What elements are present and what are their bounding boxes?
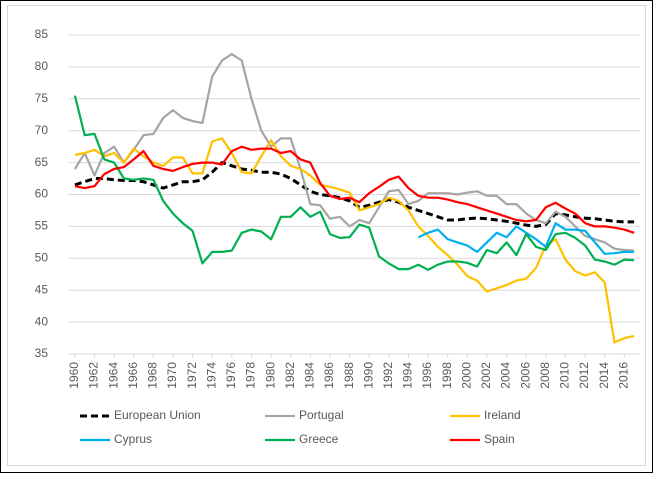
y-tick-label: 85 bbox=[35, 27, 49, 41]
x-tick-label: 2010 bbox=[558, 362, 572, 389]
y-tick-label: 70 bbox=[35, 123, 49, 137]
x-tick-label: 2002 bbox=[479, 362, 493, 389]
x-tick-label: 2014 bbox=[597, 362, 611, 389]
y-tick-label: 40 bbox=[35, 314, 49, 328]
x-tick-label: 1998 bbox=[440, 362, 454, 389]
series-line bbox=[74, 161, 635, 228]
x-tick-label: 1988 bbox=[342, 362, 356, 389]
y-tick-label: 80 bbox=[35, 59, 49, 73]
series-line bbox=[74, 145, 635, 234]
x-tick-label: 1984 bbox=[303, 362, 317, 389]
x-tick-label: 1962 bbox=[87, 362, 101, 389]
series-line bbox=[74, 137, 635, 344]
legend-label: European Union bbox=[114, 408, 201, 422]
y-tick-label: 75 bbox=[35, 91, 49, 105]
legend-label: Ireland bbox=[484, 408, 521, 422]
x-tick-label: 2006 bbox=[518, 362, 532, 389]
series-line bbox=[73, 53, 635, 252]
x-tick-label: 2008 bbox=[538, 362, 552, 389]
legend-label: Portugal bbox=[299, 408, 344, 422]
x-tick-label: 1972 bbox=[185, 362, 199, 389]
legend-label: Cyprus bbox=[114, 432, 152, 446]
series-line bbox=[417, 222, 635, 255]
x-tick-label: 1966 bbox=[126, 362, 140, 389]
x-tick-label: 1970 bbox=[165, 362, 179, 389]
x-tick-label: 1986 bbox=[322, 362, 336, 389]
chart-border bbox=[7, 5, 646, 466]
y-tick-label: 65 bbox=[35, 155, 49, 169]
series-line bbox=[73, 95, 635, 271]
x-tick-label: 1976 bbox=[224, 362, 238, 389]
y-tick-label: 35 bbox=[35, 346, 49, 360]
x-tick-label: 1960 bbox=[67, 362, 81, 389]
x-tick-label: 1994 bbox=[401, 362, 415, 389]
x-tick-label: 1992 bbox=[381, 362, 395, 389]
x-tick-label: 1978 bbox=[244, 362, 258, 389]
x-tick-label: 2000 bbox=[459, 362, 473, 389]
x-tick-label: 1980 bbox=[263, 362, 277, 389]
x-tick-label: 1964 bbox=[106, 362, 120, 389]
y-tick-label: 50 bbox=[35, 250, 49, 264]
x-tick-label: 1974 bbox=[204, 362, 218, 389]
x-tick-label: 1996 bbox=[420, 362, 434, 389]
x-tick-label: 1968 bbox=[146, 362, 160, 389]
y-tick-label: 45 bbox=[35, 282, 49, 296]
x-tick-label: 1990 bbox=[361, 362, 375, 389]
y-tick-label: 60 bbox=[35, 187, 49, 201]
x-tick-label: 2016 bbox=[616, 362, 630, 389]
x-tick-label: 1982 bbox=[283, 362, 297, 389]
y-tick-label: 55 bbox=[35, 219, 49, 233]
legend-label: Greece bbox=[299, 432, 339, 446]
x-tick-label: 2012 bbox=[577, 362, 591, 389]
legend-label: Spain bbox=[484, 432, 515, 446]
x-tick-label: 2004 bbox=[499, 362, 513, 389]
